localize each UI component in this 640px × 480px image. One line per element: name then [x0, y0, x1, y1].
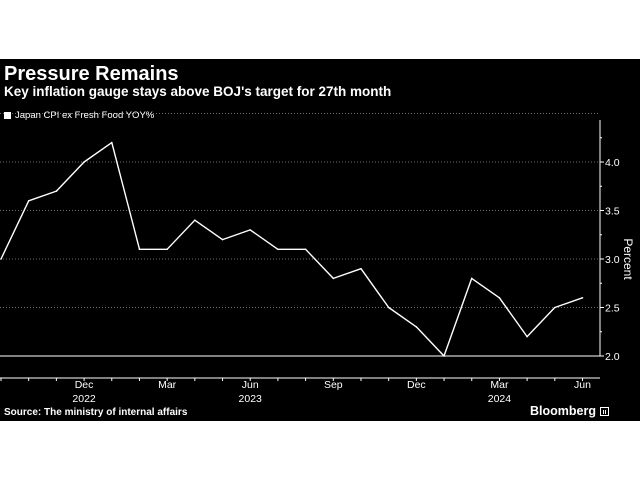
x-tick-label: Jun — [574, 379, 591, 391]
data-point — [249, 229, 252, 231]
data-point — [554, 306, 556, 309]
data-point — [581, 297, 584, 299]
x-year-label: 2022 — [72, 393, 96, 405]
data-point — [387, 306, 390, 309]
data-point — [221, 238, 224, 241]
legend: Japan CPI ex Fresh Food YOY% — [4, 110, 154, 121]
bloomberg-mark-icon — [599, 406, 609, 416]
y-tick-label: 2.5 — [605, 303, 620, 315]
data-point — [415, 326, 418, 328]
grid-lines — [0, 113, 600, 308]
tick-labels: 2.0 2.5 3.0 3.5 4.0 Percent Dec Mar Jun Sep Dec Mar… — [72, 157, 635, 405]
x-year-label: 2023 — [239, 393, 263, 405]
chart-subtitle: Key inflation gauge stays above BOJ's ta… — [4, 84, 392, 99]
x-tick-label: Dec — [407, 379, 426, 391]
data-point — [110, 141, 113, 144]
data-point — [277, 248, 279, 251]
data-point — [194, 219, 196, 221]
data-point — [0, 258, 2, 260]
y-tick-label: 2.0 — [605, 351, 620, 363]
chart-title: Pressure Remains — [4, 63, 179, 85]
brand-name: Bloomberg — [530, 404, 596, 418]
data-point — [166, 248, 168, 251]
data-point — [470, 277, 473, 280]
y-axis-title: Percent — [621, 238, 635, 280]
x-tick-label: Sep — [324, 379, 343, 391]
series-layer — [0, 141, 584, 357]
data-point — [304, 248, 307, 251]
x-year-label: 2024 — [488, 393, 512, 405]
y-tick-label: 3.5 — [605, 206, 620, 218]
data-point — [332, 277, 335, 280]
legend-swatch — [4, 112, 11, 119]
bloomberg-logo: Bloomberg — [530, 404, 609, 418]
data-point — [443, 355, 445, 357]
data-point — [526, 335, 528, 338]
data-point — [27, 200, 30, 202]
y-tick-label: 4.0 — [605, 157, 620, 169]
x-tick-label: Mar — [158, 379, 177, 391]
data-point — [360, 267, 362, 270]
x-tick-label: Mar — [490, 379, 509, 391]
axes — [0, 120, 604, 381]
line-chart: 2.0 2.5 3.0 3.5 4.0 Percent Dec Mar Jun Sep Dec Mar… — [0, 113, 635, 405]
y-tick-label: 3.0 — [605, 254, 620, 266]
source-note: Source: The ministry of internal affairs — [4, 407, 188, 418]
data-point — [138, 248, 141, 251]
data-point — [55, 190, 58, 192]
chart-card: 2.0 2.5 3.0 3.5 4.0 Percent Dec Mar Jun Sep Dec Mar… — [0, 59, 640, 421]
data-point — [83, 161, 85, 163]
data-point — [498, 297, 501, 299]
x-tick-label: Dec — [75, 379, 94, 391]
series-line-cpi — [0, 141, 583, 357]
legend-label: Japan CPI ex Fresh Food YOY% — [15, 110, 155, 121]
x-tick-label: Jun — [242, 379, 259, 391]
